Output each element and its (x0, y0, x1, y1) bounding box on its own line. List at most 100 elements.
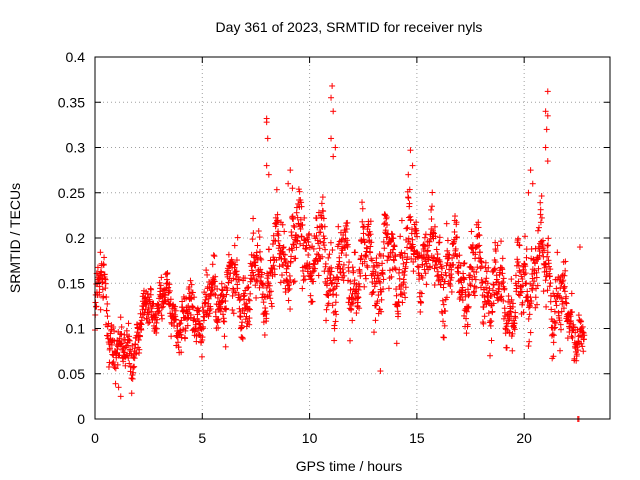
data-point (165, 284, 172, 291)
data-point (481, 313, 488, 320)
data-point (250, 272, 257, 279)
data-point (391, 257, 398, 264)
data-point (139, 306, 146, 313)
data-point (333, 292, 340, 299)
data-point (413, 219, 420, 226)
data-point (274, 211, 281, 218)
data-point (215, 316, 222, 323)
data-point (451, 228, 458, 235)
data-point (438, 271, 445, 278)
data-point (320, 233, 327, 240)
data-point (486, 285, 493, 292)
data-point (342, 229, 349, 236)
data-point (468, 245, 475, 252)
data-point (405, 194, 412, 201)
data-point (327, 239, 334, 246)
data-point (281, 228, 288, 235)
data-point (324, 282, 331, 289)
data-point (340, 261, 347, 268)
data-point (492, 259, 499, 266)
data-point (467, 282, 474, 289)
data-point (375, 262, 382, 269)
data-point (363, 262, 370, 269)
data-point (374, 298, 381, 305)
data-point (266, 246, 273, 253)
data-point (419, 274, 426, 281)
data-point (471, 283, 478, 290)
data-point (100, 293, 107, 300)
data-point (480, 320, 487, 327)
data-point (220, 292, 227, 299)
data-point (429, 203, 436, 210)
data-point (355, 294, 362, 301)
data-point (137, 333, 144, 340)
data-point (398, 249, 405, 256)
data-point (147, 291, 154, 298)
data-point (375, 275, 382, 282)
data-point (118, 331, 125, 338)
data-point (300, 273, 307, 280)
data-point (375, 292, 382, 299)
data-point (182, 335, 189, 342)
data-point (264, 275, 271, 282)
data-point (241, 292, 248, 299)
data-point (116, 352, 123, 359)
data-point (314, 224, 321, 231)
data-point (437, 281, 444, 288)
data-point (350, 267, 357, 274)
data-point (301, 214, 308, 221)
data-point (312, 265, 319, 272)
data-point (229, 306, 236, 313)
data-point (331, 337, 338, 344)
data-point (103, 307, 110, 314)
data-point (422, 243, 429, 250)
data-point (478, 263, 485, 270)
data-point (246, 315, 253, 322)
data-point (472, 276, 479, 283)
data-point (287, 306, 294, 313)
data-point (426, 238, 433, 245)
data-point (234, 234, 241, 241)
data-point (191, 294, 198, 301)
data-point (326, 251, 333, 258)
data-point (373, 255, 380, 262)
data-point (278, 272, 285, 279)
data-point (441, 334, 448, 341)
data-point (433, 264, 440, 271)
data-point (315, 251, 322, 258)
data-point (459, 289, 466, 296)
data-point (219, 286, 226, 293)
data-point (212, 273, 219, 280)
data-point (313, 215, 320, 222)
data-point (301, 276, 308, 283)
data-point (333, 311, 340, 318)
data-point (239, 335, 246, 342)
data-point (401, 250, 408, 257)
data-point (365, 221, 372, 228)
data-point (168, 333, 175, 340)
data-point (390, 235, 397, 242)
data-point (299, 221, 306, 228)
data-point (402, 263, 409, 270)
data-point (93, 280, 100, 287)
data-point (472, 251, 479, 258)
data-point (427, 263, 434, 270)
data-point (385, 285, 392, 292)
data-point (439, 265, 446, 272)
data-point (287, 276, 294, 283)
data-point (118, 324, 125, 331)
data-point (323, 317, 330, 324)
data-point (485, 310, 492, 317)
data-point (466, 281, 473, 288)
data-point (270, 237, 277, 244)
data-point (202, 299, 209, 306)
data-point (362, 275, 369, 282)
data-point (110, 324, 117, 331)
data-point (266, 282, 273, 289)
data-point (440, 284, 447, 291)
data-point (455, 270, 462, 277)
data-point (194, 311, 201, 318)
data-point (422, 270, 429, 277)
data-point (404, 244, 411, 251)
data-point (282, 258, 289, 265)
